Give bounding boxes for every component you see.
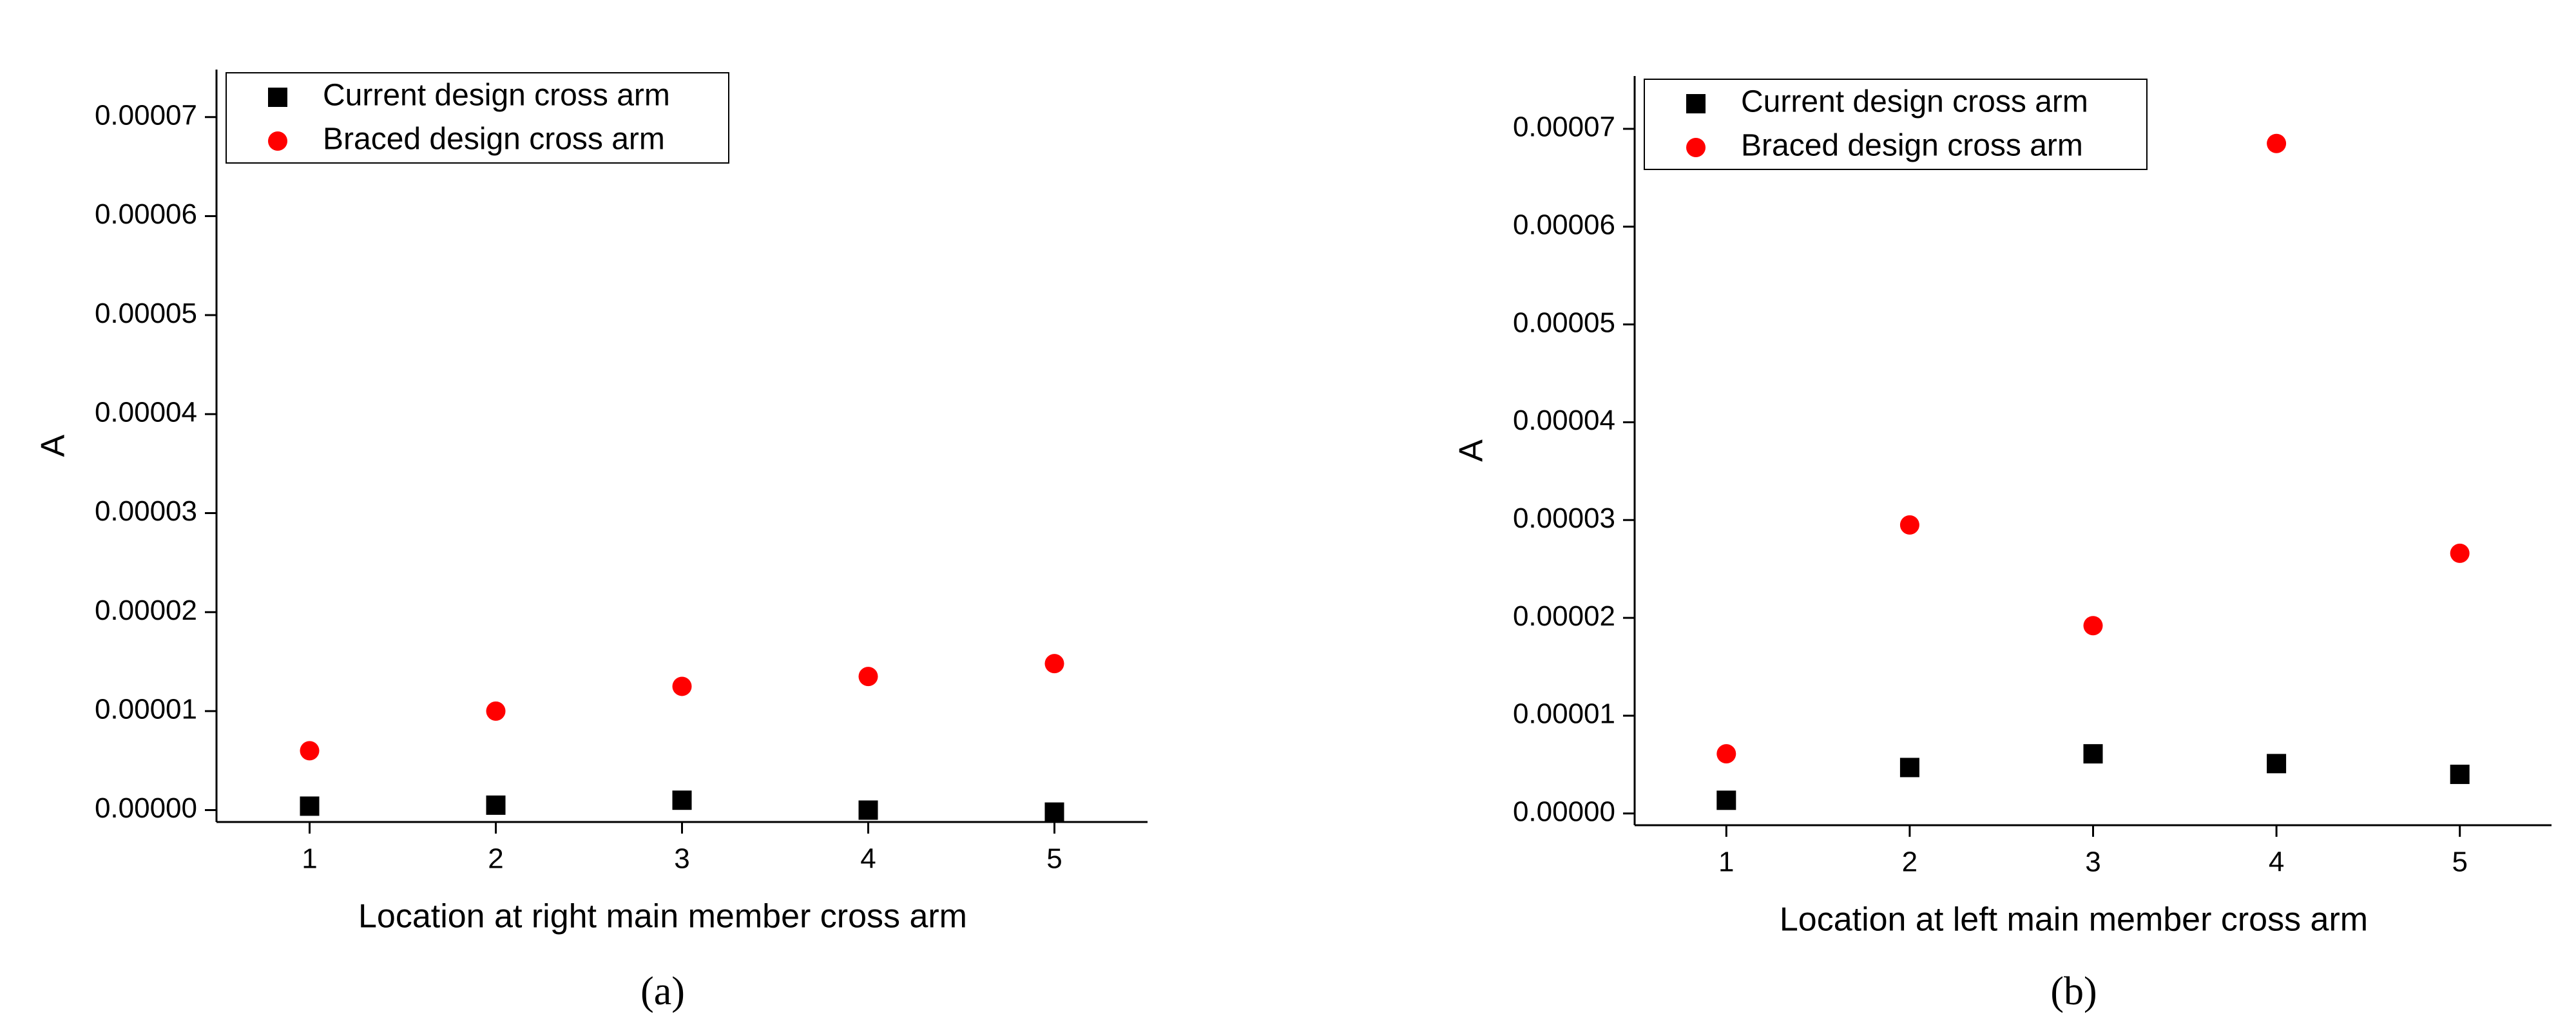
x-axis-title: Location at left main member cross arm	[1780, 901, 2368, 939]
marker	[1899, 758, 1919, 778]
marker	[858, 800, 878, 820]
y-tick-label: 0.00007	[1513, 111, 1615, 143]
marker	[2083, 744, 2103, 764]
marker	[1686, 94, 1706, 113]
y-tick-label: 0.00000	[95, 792, 197, 824]
y-tick-label: 0.00003	[1513, 502, 1615, 534]
y-tick-label: 0.00001	[95, 693, 197, 725]
y-tick-label: 0.00004	[1513, 405, 1615, 436]
marker	[2267, 133, 2287, 153]
y-tick-label: 0.00002	[95, 595, 197, 626]
marker	[268, 88, 287, 107]
y-tick-label: 0.00003	[95, 495, 197, 527]
y-tick-label: 0.00006	[1513, 209, 1615, 240]
y-axis-title: A	[35, 434, 72, 457]
y-tick-label: 0.00004	[95, 396, 197, 428]
marker	[300, 741, 320, 761]
y-tick-label: 0.00005	[1513, 307, 1615, 338]
legend-label: Current design cross arm	[1741, 85, 2088, 119]
y-tick-label: 0.00005	[95, 298, 197, 329]
x-tick-label: 4	[860, 843, 876, 875]
x-tick-label: 4	[2269, 846, 2284, 878]
x-tick-label: 2	[488, 843, 503, 875]
legend-label: Braced design cross arm	[323, 122, 665, 157]
y-tick-label: 0.00001	[1513, 698, 1615, 730]
y-axis-title: A	[1453, 439, 1490, 462]
x-tick-label: 3	[674, 843, 689, 875]
marker	[300, 796, 320, 816]
legend-box	[1644, 79, 2148, 170]
marker	[672, 790, 692, 810]
legend-box	[226, 72, 729, 164]
legend-label: Braced design cross arm	[1741, 129, 2083, 163]
x-tick-label: 2	[1902, 846, 1918, 878]
x-tick-label: 1	[302, 843, 317, 875]
marker	[1686, 138, 1706, 157]
marker	[2450, 543, 2470, 563]
caption: (a)	[640, 970, 685, 1013]
x-tick-label: 5	[2452, 846, 2467, 878]
x-tick-label: 3	[2085, 846, 2100, 878]
marker	[1044, 654, 1064, 674]
x-tick-label: 5	[1046, 843, 1062, 875]
marker	[486, 795, 506, 815]
marker	[1044, 802, 1064, 822]
marker	[268, 131, 287, 151]
x-axis-title: Location at right main member cross arm	[358, 898, 967, 935]
marker	[672, 676, 692, 696]
marker	[1899, 515, 1919, 535]
y-tick-label: 0.00006	[95, 198, 197, 230]
y-tick-label: 0.00000	[1513, 796, 1615, 827]
marker	[2083, 616, 2103, 636]
marker	[1716, 790, 1736, 810]
marker	[2450, 765, 2470, 785]
marker	[2267, 754, 2287, 774]
y-tick-label: 0.00007	[95, 99, 197, 131]
y-tick-label: 0.00002	[1513, 600, 1615, 632]
marker	[858, 667, 878, 687]
legend-label: Current design cross arm	[323, 79, 670, 113]
marker	[1716, 744, 1736, 764]
caption: (b)	[2050, 970, 2097, 1013]
marker	[486, 701, 506, 721]
x-tick-label: 1	[1718, 846, 1734, 878]
